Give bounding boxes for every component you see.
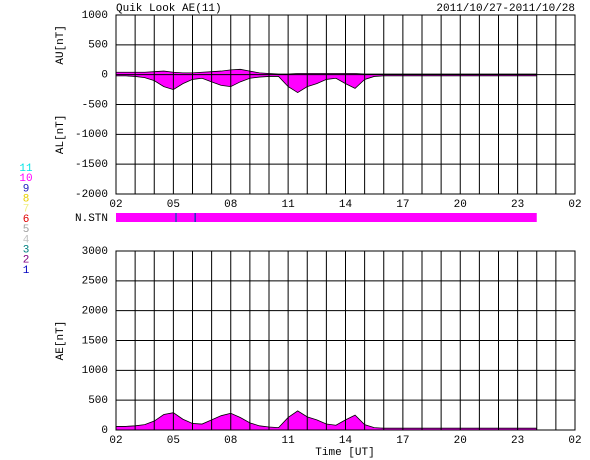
x-tick-label: 11 bbox=[282, 199, 296, 211]
x-tick-label: 20 bbox=[454, 435, 467, 447]
station-legend-label: 10 bbox=[19, 173, 32, 185]
x-tick-label: 14 bbox=[339, 435, 353, 447]
chart-date: 2011/10/27-2011/10/28 bbox=[436, 3, 575, 15]
y-tick-label: -2000 bbox=[75, 189, 108, 201]
x-tick-label: 08 bbox=[224, 435, 237, 447]
y-tick-label: 500 bbox=[88, 395, 108, 407]
station-legend-label: 1 bbox=[23, 265, 30, 277]
y-axis-label: AE[nT] bbox=[55, 321, 67, 361]
x-tick-label: 02 bbox=[109, 435, 122, 447]
x-tick-label: 02 bbox=[568, 199, 581, 211]
y-tick-label: -1000 bbox=[75, 129, 108, 141]
area-fill bbox=[116, 69, 537, 75]
x-tick-label: 02 bbox=[109, 199, 122, 211]
plot-frame bbox=[115, 14, 576, 195]
y-axis-label: AL[nT] bbox=[55, 115, 67, 155]
x-tick-label: 17 bbox=[396, 435, 409, 447]
station-legend-label: 5 bbox=[23, 224, 30, 236]
station-legend-label: 4 bbox=[23, 234, 30, 246]
station-legend-label: 9 bbox=[23, 183, 30, 195]
plot-frame bbox=[115, 250, 576, 431]
station-legend-label: 11 bbox=[19, 163, 33, 175]
y-axis-label: AU[nT] bbox=[55, 25, 67, 65]
x-axis-label: Time [UT] bbox=[315, 447, 374, 459]
x-tick-label: 05 bbox=[167, 199, 180, 211]
station-segment bbox=[176, 213, 195, 222]
y-tick-label: 3000 bbox=[82, 246, 108, 258]
chart-title: Quik Look AE(11) bbox=[116, 3, 222, 15]
x-tick-label: 20 bbox=[454, 199, 467, 211]
x-tick-label: 23 bbox=[511, 199, 524, 211]
station-segment bbox=[116, 213, 176, 222]
station-legend-label: 3 bbox=[23, 245, 30, 257]
station-legend-label: 2 bbox=[23, 255, 30, 267]
station-segment bbox=[194, 213, 196, 222]
y-tick-label: 2000 bbox=[82, 306, 108, 318]
x-tick-label: 17 bbox=[396, 199, 409, 211]
y-tick-label: 0 bbox=[101, 425, 108, 437]
y-tick-label: 0 bbox=[101, 70, 108, 82]
y-tick-label: -500 bbox=[82, 99, 108, 111]
area-fill bbox=[116, 74, 537, 93]
y-tick-label: 2500 bbox=[82, 276, 108, 288]
y-tick-label: 1000 bbox=[82, 365, 108, 377]
station-segment bbox=[195, 213, 537, 222]
station-segment bbox=[175, 213, 177, 222]
station-label: N.STN bbox=[75, 213, 108, 225]
x-tick-label: 08 bbox=[224, 199, 237, 211]
x-tick-label: 02 bbox=[568, 435, 581, 447]
x-tick-label: 23 bbox=[511, 435, 524, 447]
y-tick-label: 1000 bbox=[82, 10, 108, 22]
x-tick-label: 11 bbox=[282, 435, 296, 447]
y-tick-label: 500 bbox=[88, 40, 108, 52]
x-tick-label: 14 bbox=[339, 199, 353, 211]
station-legend-label: 8 bbox=[23, 194, 30, 206]
x-tick-label: 05 bbox=[167, 435, 180, 447]
station-legend-label: 6 bbox=[23, 214, 30, 226]
station-legend-label: 7 bbox=[23, 204, 30, 216]
y-tick-label: -1500 bbox=[75, 159, 108, 171]
y-tick-label: 1500 bbox=[82, 335, 108, 347]
